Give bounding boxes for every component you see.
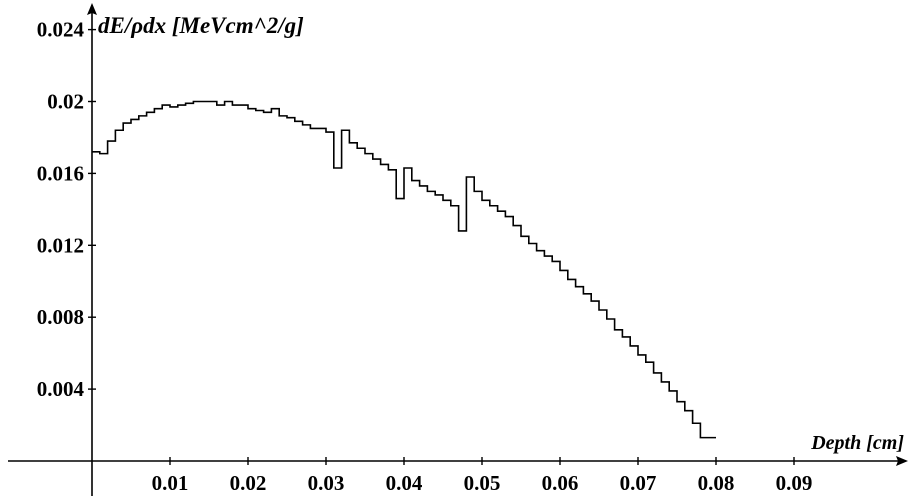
x-tick-label: 0.07 [620,471,657,495]
y-axis-arrow [87,3,97,15]
y-tick-label: 0.004 [37,377,85,401]
y-tick-label: 0.008 [37,305,84,329]
axes [8,3,908,496]
x-tick-label: 0.04 [386,471,423,495]
x-tick-label: 0.02 [230,471,267,495]
x-tick-label: 0.01 [152,471,189,495]
x-axis-title: Depth [cm] [810,432,904,454]
y-tick-label: 0.016 [37,161,84,185]
x-tick-label: 0.03 [308,471,345,495]
x-tick-label: 0.08 [698,471,735,495]
x-tick-label: 0.05 [464,471,501,495]
y-tick-label: 0.02 [47,90,84,114]
x-tick-label: 0.06 [542,471,579,495]
x-tick-label: 0.09 [776,471,813,495]
y-tick-label: 0.024 [37,18,85,42]
x-ticks: 0.01 0.02 0.03 0.04 0.05 0.06 0.07 0.08 0.09 [152,457,813,495]
series-line [92,100,716,439]
y-ticks: 0.004 0.008 0.012 0.016 0.02 0.024 [37,18,96,401]
y-axis-title: dE/ρdx [MeVcm^2/g] [98,13,304,38]
y-tick-label: 0.012 [37,233,84,257]
x-axis-arrow [896,456,908,466]
